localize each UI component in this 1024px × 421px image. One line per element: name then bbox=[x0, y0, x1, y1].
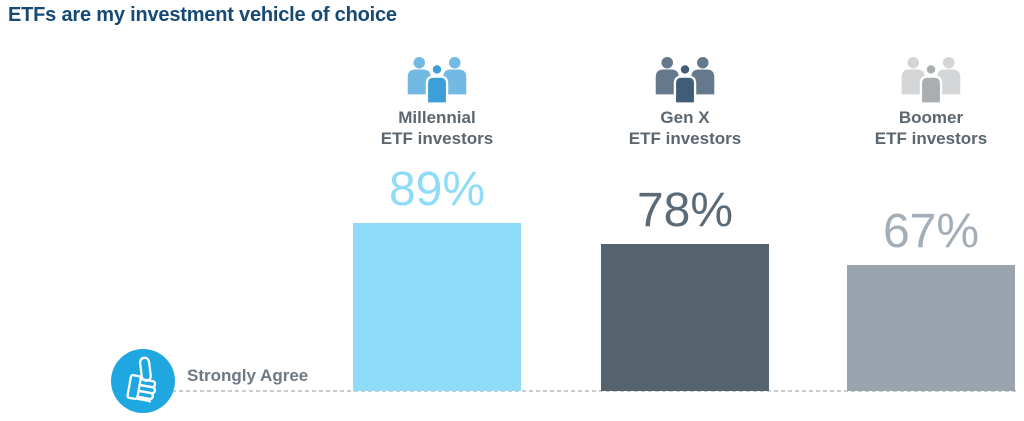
chart-title: ETFs are my investment vehicle of choice bbox=[8, 4, 397, 26]
bar-group-label: Boomer ETF investors bbox=[875, 107, 987, 153]
bar-group-millennial: Millennial ETF investors 89% bbox=[353, 56, 521, 391]
bar bbox=[353, 223, 521, 391]
bar bbox=[601, 244, 769, 391]
people-group-icon bbox=[652, 56, 718, 104]
group-label-line2: ETF investors bbox=[380, 129, 494, 148]
people-group-icon bbox=[898, 56, 964, 104]
group-label-line2: ETF investors bbox=[874, 129, 988, 148]
group-label-line1: Boomer bbox=[898, 108, 964, 127]
bar-value-label: 89% bbox=[388, 163, 486, 216]
bar-value-label: 78% bbox=[636, 184, 734, 237]
bar-value-label: 67% bbox=[882, 205, 980, 258]
baseline-dashed-line bbox=[172, 390, 1018, 392]
group-label-line1: Gen X bbox=[660, 108, 710, 127]
bar-group-label: Millennial ETF investors bbox=[381, 107, 493, 153]
bar bbox=[847, 265, 1015, 391]
bar-group-boomer: Boomer ETF investors 67% bbox=[847, 56, 1015, 391]
bar-group-label: Gen X ETF investors bbox=[629, 107, 741, 153]
group-label-line2: ETF investors bbox=[628, 129, 742, 148]
group-label-line1: Millennial bbox=[398, 108, 476, 127]
bar-group-genx: Gen X ETF investors 78% bbox=[601, 56, 769, 391]
people-group-icon bbox=[404, 56, 470, 104]
legend-label: Strongly Agree bbox=[187, 366, 309, 385]
thumbs-up-icon bbox=[111, 349, 175, 413]
